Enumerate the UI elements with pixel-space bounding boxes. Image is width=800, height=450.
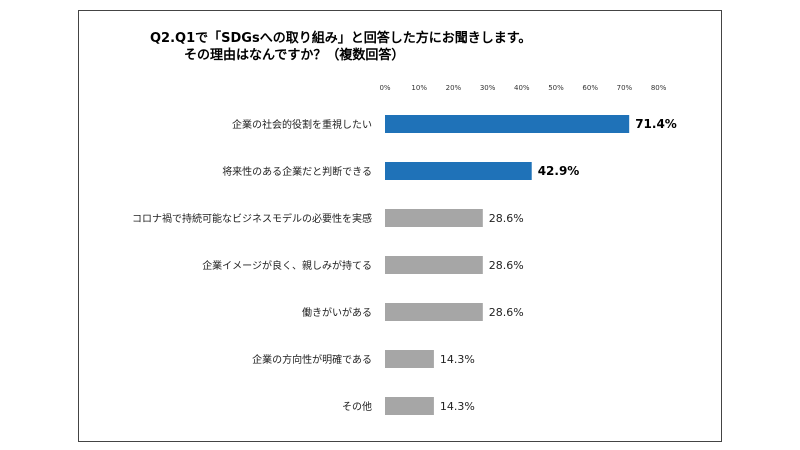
bar	[385, 303, 483, 321]
category-label: その他	[342, 400, 372, 413]
chart-title: Q2.Q1で「SDGsへの取り組み」と回答した方にお聞きします。 その理由はなん…	[150, 30, 531, 64]
data-label: 28.6%	[489, 306, 524, 319]
data-label: 28.6%	[489, 259, 524, 272]
data-label: 42.9%	[538, 164, 580, 178]
x-tick-label: 50%	[548, 84, 564, 92]
category-label: 将来性のある企業だと判断できる	[222, 165, 372, 178]
bar	[385, 115, 630, 133]
bars	[385, 115, 630, 415]
data-label: 71.4%	[635, 117, 677, 131]
data-label: 14.3%	[440, 400, 475, 413]
bar	[385, 350, 434, 368]
x-tick-label: 40%	[514, 84, 530, 92]
chart-title-line-1: Q2.Q1で「SDGsへの取り組み」と回答した方にお聞きします。	[150, 31, 532, 46]
category-labels: 企業の社会的役割を重視したい将来性のある企業だと判断できるコロナ禍で持続可能なビ…	[132, 118, 372, 413]
x-tick-label: 0%	[379, 84, 390, 92]
bar	[385, 162, 532, 180]
x-tick-label: 30%	[480, 84, 496, 92]
category-label: 企業の社会的役割を重視したい	[232, 118, 372, 131]
category-label: 働きがいがある	[302, 306, 372, 319]
value-labels: 71.4% 42.9% 28.6% 28.6% 28.6% 14.3% 14.3%	[440, 117, 677, 413]
x-tick-label: 80%	[651, 84, 667, 92]
bar	[385, 209, 483, 227]
chart-title-line-2: その理由はなんですか？（複数回答）	[184, 48, 405, 63]
x-axis-ticks: 0% 10% 20% 30% 40% 50% 60% 70% 80%	[379, 84, 666, 92]
bar	[385, 397, 434, 415]
category-label: 企業イメージが良く、親しみが持てる	[202, 259, 372, 272]
x-tick-label: 60%	[582, 84, 598, 92]
x-tick-label: 70%	[617, 84, 633, 92]
category-label: コロナ禍で持続可能なビジネスモデルの必要性を実感	[132, 212, 372, 225]
data-label: 28.6%	[489, 212, 524, 225]
x-tick-label: 10%	[411, 84, 427, 92]
data-label: 14.3%	[440, 353, 475, 366]
x-tick-label: 20%	[446, 84, 462, 92]
bar	[385, 256, 483, 274]
category-label: 企業の方向性が明確である	[252, 353, 372, 366]
